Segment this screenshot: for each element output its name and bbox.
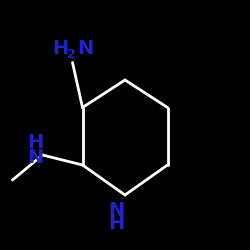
Text: H: H	[27, 133, 43, 152]
Text: N: N	[108, 200, 124, 220]
Text: H: H	[52, 39, 68, 58]
Text: 2: 2	[67, 48, 76, 62]
Text: N: N	[27, 148, 43, 167]
Text: H: H	[108, 214, 124, 233]
Text: N: N	[77, 39, 93, 58]
